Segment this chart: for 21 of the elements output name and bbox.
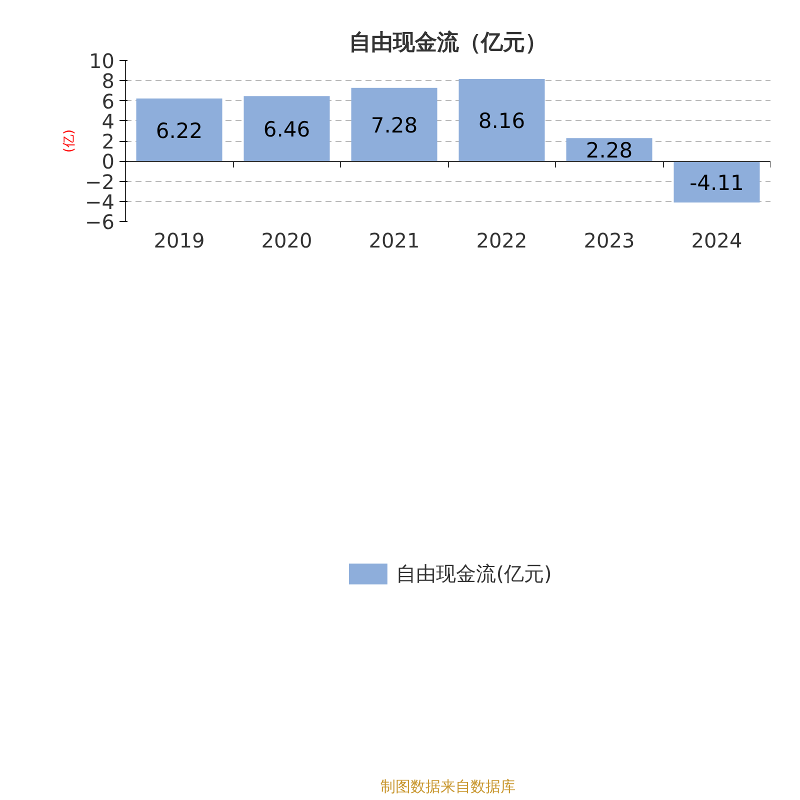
data-label: 2.28 [586,138,633,163]
data-label: 7.28 [370,113,418,138]
bar [136,98,222,162]
y-axis-title: (亿) [62,129,78,153]
x-tick-label: 2020 [261,228,312,252]
legend-label: 自由现金流(亿元) [396,560,552,588]
bar [458,79,545,162]
data-label: 8.16 [478,109,526,134]
x-tick-label: 2023 [584,228,635,252]
bar [351,88,438,162]
data-label: 6.46 [263,118,310,142]
data-label: 6.22 [156,118,203,143]
bar [674,161,760,202]
x-tick-label: 2022 [476,228,528,252]
x-tick-label: 2024 [691,228,742,252]
chart-title: 自由现金流（亿元） [349,30,547,56]
x-tick-label: 2021 [368,228,420,252]
text: 制图数据来自数据库 [380,778,516,796]
bar [244,96,330,162]
data-label: -4.11 [690,170,744,195]
x-tick-label: 2019 [154,228,205,252]
